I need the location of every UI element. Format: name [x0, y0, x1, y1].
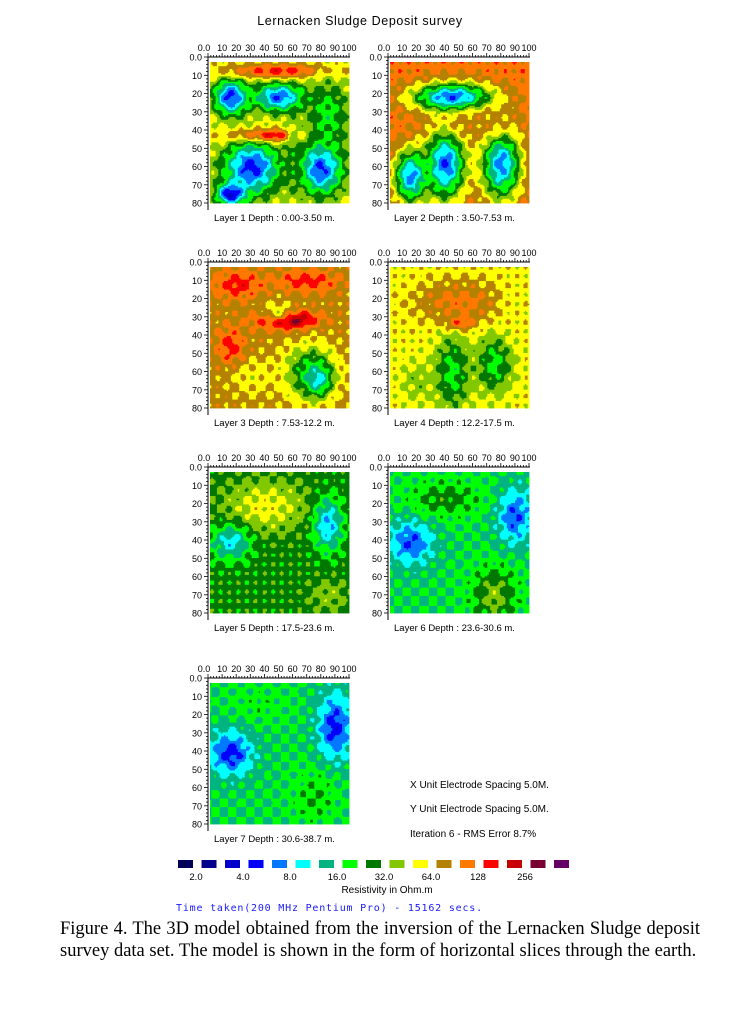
figure-canvas: Lernacken Sludge Deposit survey 0.0 10 20 3…: [0, 0, 753, 1012]
layer-panel: 0.0 10 20 30 40 50 60 70 80 90 1000.01020304050607…: [189, 43, 356, 224]
figure-title: Lernacken Sludge Deposit survey: [257, 14, 463, 28]
layer-panels: 0.0 10 20 30 40 50 60 70 80 90 1000.01020304050607…: [189, 43, 536, 845]
